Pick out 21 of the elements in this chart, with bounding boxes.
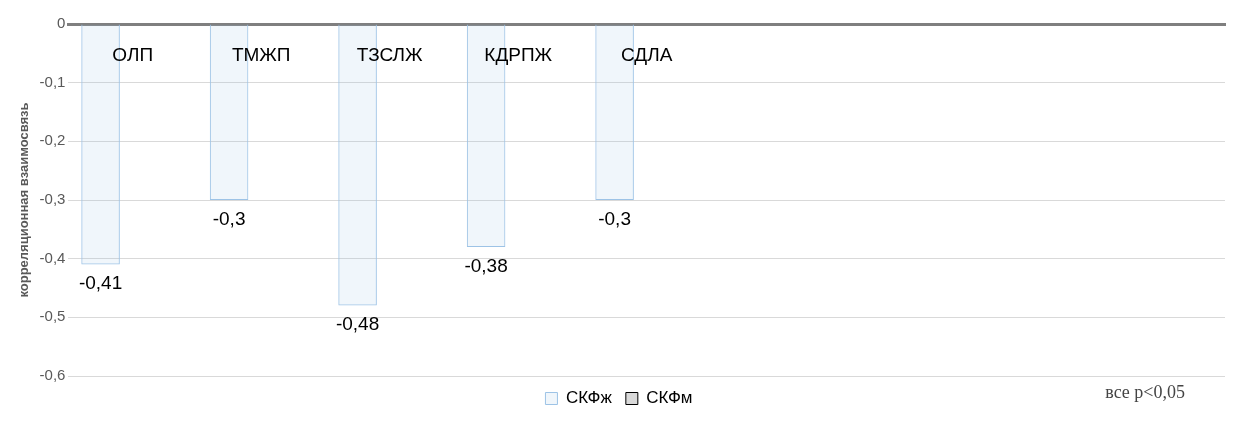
text: -0,48 (335, 313, 380, 335)
x-tick-label: ОЛП (112, 43, 154, 65)
y-tick-label: -0,5 (39, 307, 66, 325)
x-tick-label: КДРПЖ (484, 43, 553, 65)
x-tick-label: ТЗСЛЖ (356, 43, 424, 65)
legend-label: СКФм (646, 388, 693, 408)
x-tick-label: ТМЖП (231, 43, 291, 65)
y-tick-label: -0,1 (39, 72, 66, 90)
legend-label: СКФж (565, 388, 613, 408)
text: все p<0,05 (1105, 381, 1185, 402)
y-axis-title: корреляционная взаимосвязь (16, 102, 32, 298)
y-tick-label: -0,3 (39, 190, 66, 208)
text: -0,38 (464, 254, 508, 276)
y-tick-label: -0,2 (39, 131, 66, 149)
y-tick-label: -0,4 (39, 248, 66, 266)
x-tick-label: СДЛА (621, 43, 673, 65)
text: -0,3 (212, 207, 246, 229)
text: -0,3 (598, 207, 631, 229)
y-tick-label: -0,6 (39, 366, 66, 384)
y-tick-label: 0 (57, 14, 66, 32)
text: -0,41 (78, 272, 123, 294)
